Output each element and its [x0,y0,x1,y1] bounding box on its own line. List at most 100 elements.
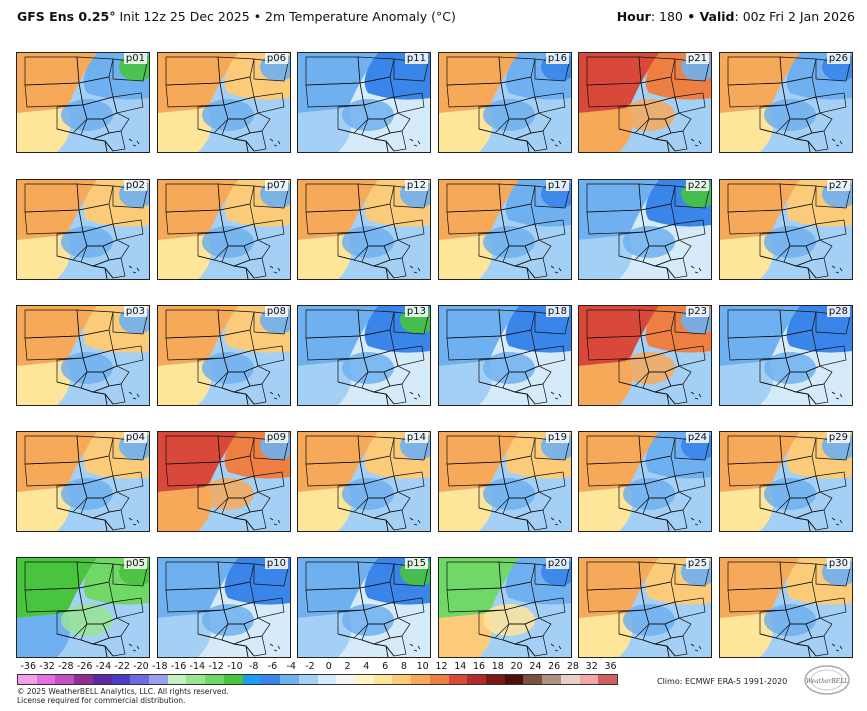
state-border [337,609,369,639]
coastline [478,507,536,531]
state-border [253,92,285,114]
colorbar-swatch [317,675,337,684]
anomaly-map [17,306,149,405]
state-border [805,617,833,639]
colorbar-tick-label: -28 [58,661,74,672]
anomaly-region-nw [298,432,378,492]
member-label: p12 [404,180,428,191]
state-border [217,309,255,337]
state-border [534,597,566,619]
coastline [56,633,114,657]
state-border [618,483,650,513]
field-name: 2m Temperature Anomaly (°C) [265,9,456,24]
state-border [498,56,536,84]
state-border [56,104,88,134]
island-outline [831,517,843,526]
coastline [478,633,536,657]
valid-label: Valid [699,9,735,24]
colorbar-tick-label: -4 [286,661,296,672]
hour-label: Hour [616,9,651,24]
colorbar-tick-label: 14 [454,661,467,672]
state-border [759,609,791,639]
state-border [357,435,395,463]
colorbar-swatch [598,675,617,684]
anomaly-region-nw [158,306,238,366]
anomaly-region-nw [158,53,238,113]
anomaly-map [579,53,711,152]
ensemble-member-panel: p15 [297,557,431,658]
island-outline [128,265,140,274]
state-border [638,56,676,84]
island-outline [690,517,702,526]
state-border [102,491,130,513]
anomaly-region-nw [298,180,378,240]
anomaly-map [298,306,430,405]
ensemble-member-panel: p27 [719,179,853,280]
colorbar-tick-label: -2 [305,661,315,672]
member-label: p09 [264,432,288,443]
coastline [618,507,676,531]
colorbar-swatch [336,675,355,684]
anomaly-region-nw [298,558,378,618]
hour-value: : 180 [650,9,683,24]
anomaly-region-nw [720,53,800,113]
state-border [76,561,114,589]
ensemble-member-panel: p13 [297,305,431,406]
state-border [56,483,88,513]
anomaly-region-center [764,352,816,384]
state-border [759,231,791,261]
anomaly-region-nw [17,558,97,618]
state-border [779,183,817,211]
colorbar-swatch [485,675,505,684]
anomaly-region-nw [579,180,659,240]
state-border [243,491,271,513]
coastline [618,381,676,405]
colorbar-tick-label: -20 [133,661,149,672]
anomaly-map [439,558,571,657]
license-line: License required for commercial distribu… [17,696,186,705]
anomaly-map [439,306,571,405]
coastline [759,255,817,279]
state-border [759,483,791,513]
anomaly-region-center [61,478,113,510]
ensemble-member-panel: p07 [157,179,291,280]
state-border [76,435,114,463]
colorbar-tick-label: 24 [529,661,542,672]
colorbar-swatch [467,675,486,684]
state-border [524,239,552,261]
anomaly-region-center [202,226,254,258]
state-border [815,219,847,241]
state-border [618,104,650,134]
anomaly-map [579,306,711,405]
copyright-line: © 2025 WeatherBELL Analytics, LLC. All r… [17,687,229,696]
anomaly-region-center [342,604,394,636]
state-border [56,231,88,261]
anomaly-region-center [61,226,113,258]
member-label: p27 [826,180,850,191]
ensemble-member-panel: p19 [438,431,572,532]
coastline [337,128,395,152]
member-label: p15 [404,558,428,569]
state-border [674,345,706,367]
member-label: p03 [123,306,147,317]
colorbar-tick-label: -24 [95,661,112,672]
state-border [524,617,552,639]
anomaly-map [720,306,852,405]
anomaly-region-nw [439,558,519,618]
state-border [197,609,229,639]
island-outline [128,138,140,147]
ensemble-member-panel: p02 [16,179,150,280]
ensemble-panel-grid: p01 p06 p11 p16 p21 p26 p02 p07 p12 p17 p22 p27 p03 p… [16,52,853,658]
state-border [674,219,706,241]
anomaly-region-center [61,99,113,131]
island-outline [690,138,702,147]
anomaly-map [720,558,852,657]
anomaly-region-center [202,99,254,131]
degree-symbol: ° [109,9,116,24]
state-border [357,309,395,337]
state-border [664,617,692,639]
state-border [337,483,369,513]
anomaly-region-center [623,604,675,636]
colorbar [17,674,618,685]
member-label: p07 [264,180,288,191]
